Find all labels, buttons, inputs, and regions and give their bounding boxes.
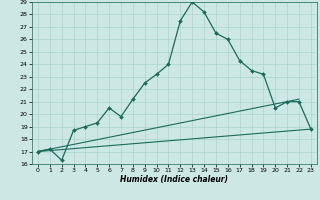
X-axis label: Humidex (Indice chaleur): Humidex (Indice chaleur) xyxy=(120,175,228,184)
